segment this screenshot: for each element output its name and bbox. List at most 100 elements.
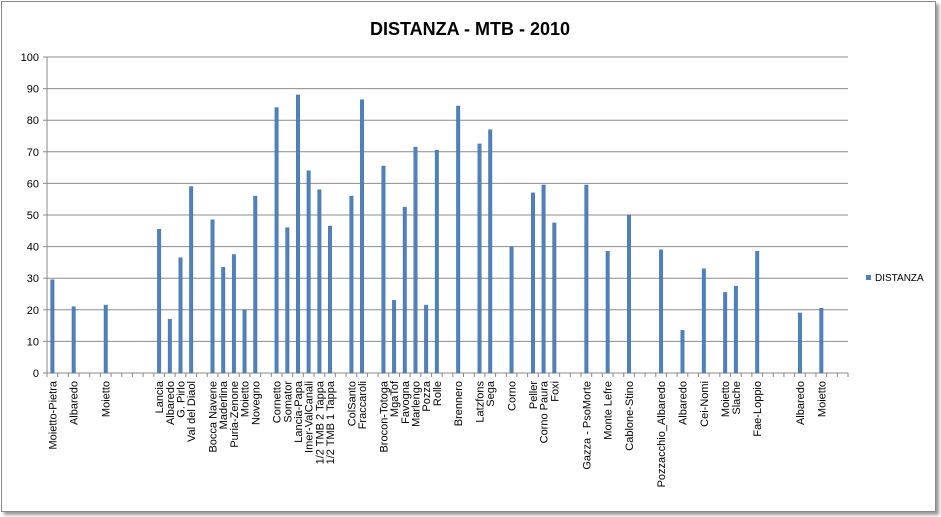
x-tick-label: Monte Lefre [603,381,615,440]
x-tick-label: Corno [507,381,519,411]
bar [210,219,215,374]
y-tick-label: 40 [27,242,39,254]
bar [157,229,162,374]
x-tick-label: Cablone-Stino [624,381,636,451]
x-tick-label: Val del Diaol [186,381,198,442]
bar [296,94,300,374]
x-tick-label: Slache [731,381,743,415]
bar [253,195,258,374]
x-tick-label: Marlengo [410,381,422,427]
x-tick-label: Albaredo [677,381,689,425]
x-tick-label: Fraccaroli [357,381,369,429]
bar [755,251,760,374]
x-tick-label: Somator [282,381,294,423]
x-tick-label: Fae-Loppio [752,381,764,437]
bar [797,312,802,374]
x-tick-label: Cornetto [272,381,284,423]
x-tick-label: Cei-Nomi [699,381,711,427]
bar [402,206,407,374]
bar [488,129,493,374]
y-tick-label: 80 [27,115,39,127]
bar [509,246,514,374]
x-tick-label: Moietto [720,381,732,417]
bar [349,195,354,374]
bar [285,227,290,374]
bar [424,304,429,374]
bar [530,192,535,374]
legend-label: DISTANZA [875,273,924,284]
bar [231,254,236,374]
x-tick-label: Moietto [240,381,252,417]
x-tick-label: Albaredo [69,381,81,425]
x-tick-label: 1/2 TMB 2 Tappa [314,380,326,464]
x-tick-label: Pozzacchio_Albaredo [656,381,668,487]
y-tick-label: 60 [27,178,39,190]
x-tick-label: Bocca Navene [208,381,220,453]
bar [541,184,546,374]
bar [103,304,108,374]
x-tick-label: Moietto [816,381,828,417]
bar [680,330,685,374]
bar [701,268,706,374]
bar [178,257,183,374]
x-tick-label: Favogna [400,380,412,424]
x-tick-label: Novegno [250,381,262,425]
x-tick-label: MgaTof [389,380,401,417]
x-tick-label: Maderlina [218,380,230,429]
y-tick-label: 100 [21,52,39,64]
x-tick-label: Brennero [453,381,465,426]
x-tick-label: Puria-Zenone [229,381,241,448]
bar [552,222,557,374]
x-tick-label: Imer-ValCanali [304,381,316,453]
bar [274,107,279,374]
x-tick-label: Lancia-Papa [293,380,305,443]
bar [50,279,55,374]
bar [167,319,172,374]
bar [584,184,589,374]
x-tick-label: Gazza - PsoMorte [581,381,593,470]
bar [221,266,226,374]
bar [659,249,664,374]
x-tick-label: Moietto-Pietra [47,380,59,449]
x-tick-label: Peller [528,381,540,409]
bar [627,214,632,374]
x-tick-label: Rolle [432,381,444,406]
bar [381,165,386,374]
y-tick-label: 30 [27,273,39,285]
chart-title: DISTANZA - MTB - 2010 [370,19,570,39]
x-tick-label: Foxi [549,381,561,402]
bar [392,300,397,374]
bar [723,292,728,374]
bar [242,309,247,374]
bar [605,251,610,374]
bar [819,308,824,374]
bar [189,186,194,374]
y-tick-label: 20 [27,305,39,317]
bar [413,146,418,374]
bar [71,306,76,374]
bar [456,105,461,374]
x-tick-label: Latzfons [475,381,487,423]
x-tick-label: Moietto [101,381,113,417]
x-tick-label: Albaredo [165,381,177,425]
x-tick-label: Pozza [421,380,433,411]
bar [434,150,439,374]
bar [306,170,311,374]
x-tick-label: G. Pirlo [176,381,188,418]
bar [360,99,365,374]
x-tick-label: Albaredo [795,381,807,425]
y-tick-label: 50 [27,210,39,222]
x-tick-label: Lancia [154,380,166,413]
y-tick-label: 90 [27,84,39,96]
y-tick-label: 0 [33,368,39,380]
y-tick-label: 10 [27,336,39,348]
x-tick-label: Corno Paura [539,380,551,443]
bar [317,189,322,374]
bar [477,143,482,374]
y-tick-label: 70 [27,147,39,159]
bar [733,285,738,374]
x-tick-label: 1/2 TMB 1 Tappa [325,380,337,464]
x-tick-label: Brocon-Totoga [378,380,390,452]
